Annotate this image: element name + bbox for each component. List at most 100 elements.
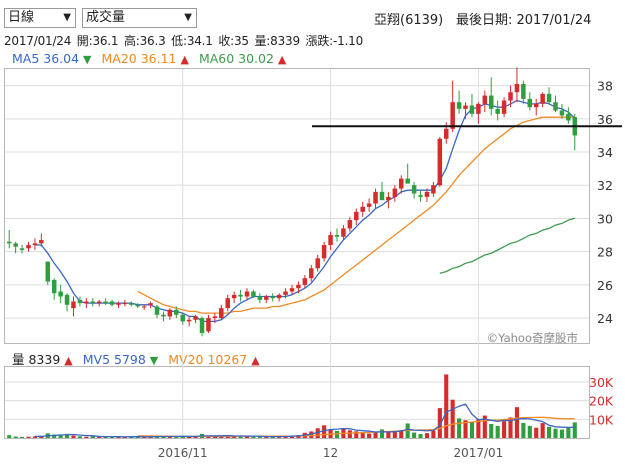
mv5-arrow-icon: ▼	[149, 354, 159, 367]
candle-body	[129, 303, 134, 305]
candle-body	[219, 308, 224, 319]
ma20-arrow-icon: ▲	[180, 53, 189, 66]
price-tick-label: 30	[597, 211, 613, 226]
volume-bar	[309, 431, 314, 438]
volume-bar	[360, 432, 365, 438]
indicator-select[interactable]: 成交量 ▼	[82, 8, 197, 28]
candle-body	[411, 185, 417, 194]
candle-body	[199, 318, 205, 334]
ma-legend: MA5 36.04 ▼ MA20 36.11 ▲ MA60 30.02 ▲	[12, 51, 292, 66]
volume-bar	[315, 428, 320, 438]
volume-bar	[58, 435, 63, 438]
candle-body	[193, 316, 198, 320]
candle-body	[264, 296, 269, 300]
price-tick-label: 34	[597, 145, 613, 160]
volume-tick-label: 20K	[589, 394, 614, 409]
volume-bar	[508, 417, 513, 438]
candle-body	[109, 301, 115, 305]
ma5-label: MA5 36.04	[12, 51, 80, 66]
candle-body	[366, 203, 372, 207]
candle-body	[58, 291, 63, 297]
candle-body	[431, 185, 436, 194]
candle-body	[399, 178, 404, 189]
candle-body	[379, 191, 385, 201]
candle-body	[463, 105, 468, 109]
candle-body	[206, 318, 211, 332]
volume-bar	[399, 430, 404, 438]
candle-body	[231, 294, 237, 299]
volume-bar	[180, 436, 185, 438]
volume-bar	[392, 431, 397, 438]
candle-body	[514, 83, 520, 93]
volume-bar	[322, 425, 327, 438]
candle-body	[32, 243, 38, 246]
ohlc-high: 高:36.3	[123, 34, 166, 48]
candle-body	[283, 291, 288, 295]
volume-bar	[418, 434, 423, 438]
candle-body	[289, 288, 295, 292]
volume-bar	[527, 425, 532, 438]
candle-body	[90, 301, 96, 304]
candle-body	[135, 304, 141, 307]
mv5-label: MV5 5798	[82, 352, 146, 367]
volume-bar	[103, 436, 108, 438]
candle-body	[495, 108, 500, 114]
volume-bar	[540, 423, 545, 438]
volume-bar	[379, 429, 385, 438]
candle-body	[238, 294, 243, 297]
candle-body	[244, 291, 250, 297]
volume-bar	[270, 436, 275, 438]
volume-bar	[559, 429, 564, 438]
indicator-select-value: 成交量	[86, 10, 126, 25]
ohlc-close: 收:35	[218, 34, 249, 48]
volume-bar	[412, 432, 417, 438]
volume-bar	[20, 436, 25, 438]
date-tick-label: 2017/01	[453, 446, 503, 460]
candle-body	[469, 105, 475, 114]
price-tick-label: 38	[597, 79, 613, 94]
candle-body	[424, 191, 430, 197]
candle-body	[360, 206, 365, 212]
period-select[interactable]: 日線 ▼	[4, 8, 76, 28]
candle-body	[540, 93, 545, 104]
volume-bar	[572, 422, 577, 438]
price-tick-label: 28	[597, 245, 613, 260]
candle-body	[39, 240, 44, 244]
candle-body	[257, 296, 263, 300]
ohlc-date: 2017/01/24	[4, 34, 72, 48]
volume-bar	[373, 432, 378, 438]
ohlc-open: 開:36.1	[76, 34, 119, 48]
volume-bar	[77, 436, 82, 438]
candle-body	[225, 298, 230, 309]
ma20-label: MA20 36.11	[101, 51, 177, 66]
candle-body	[309, 268, 314, 279]
watermark: ©Yahoo奇摩股市	[487, 331, 578, 345]
candle-body	[546, 93, 552, 103]
volume-bar	[26, 436, 31, 438]
candle-body	[71, 301, 76, 309]
volume-arrow-icon: ▲	[64, 354, 73, 367]
volume-bar	[174, 436, 179, 438]
volume-bar	[116, 436, 121, 438]
price-plot-frame	[4, 68, 590, 344]
candle-body	[122, 303, 128, 305]
volume-bar	[367, 433, 372, 438]
volume-bar	[193, 436, 198, 438]
candle-body	[64, 294, 70, 305]
volume-bar	[437, 408, 442, 438]
candle-body	[501, 100, 507, 114]
volume-bar	[502, 421, 507, 438]
date-tick-label: 12	[323, 446, 338, 460]
candle-body	[521, 83, 526, 99]
chevron-down-icon: ▼	[184, 12, 192, 23]
volume-bar	[521, 423, 526, 438]
volume-tick-label: 30K	[589, 375, 614, 390]
candle-body	[180, 314, 185, 322]
volume-bar	[90, 436, 95, 438]
chevron-down-icon: ▼	[63, 12, 71, 23]
volume-bar	[219, 436, 224, 438]
candle-body	[302, 278, 308, 285]
date-tick-label: 2016/11	[158, 446, 208, 460]
price-tick-label: 32	[597, 178, 613, 193]
